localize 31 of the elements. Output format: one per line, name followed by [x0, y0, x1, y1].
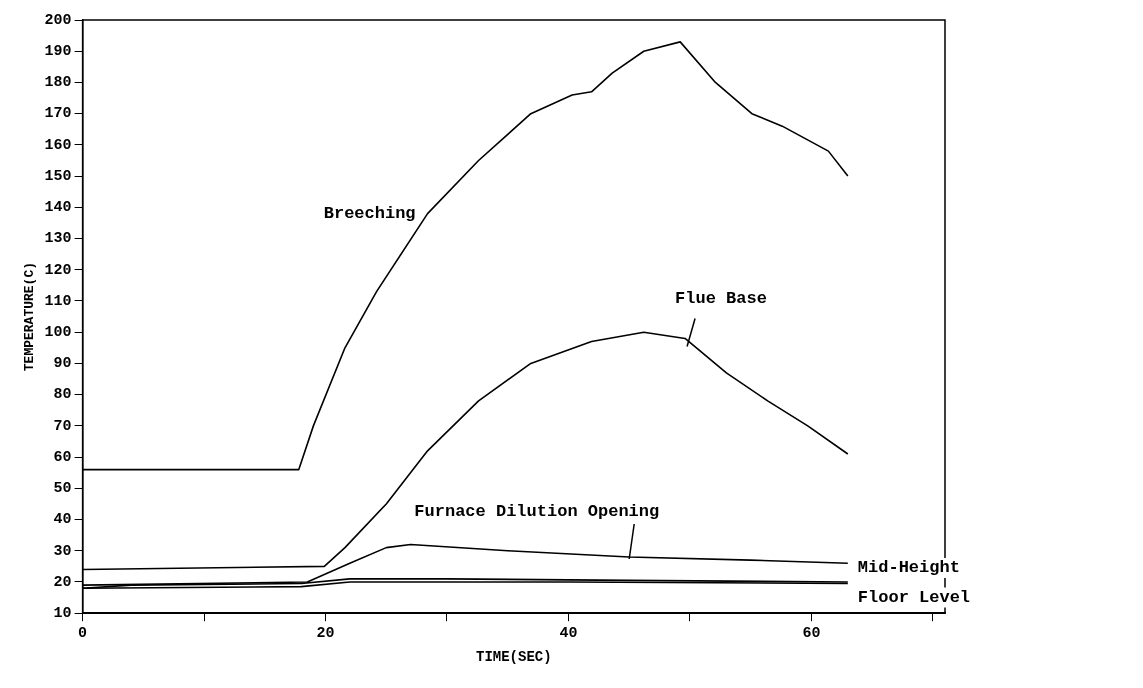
series-label: Floor Level — [857, 587, 971, 607]
y-tick-label: 60 — [53, 448, 72, 466]
y-tick-label: 150 — [44, 167, 72, 185]
y-tick-label: 130 — [44, 230, 72, 248]
series-label: Flue Base — [675, 288, 767, 308]
y-tick-label: 90 — [53, 355, 72, 373]
series-label: Furnace Dilution Opening — [414, 502, 660, 522]
x-tick-label: 60 — [802, 624, 821, 642]
y-tick-label: 20 — [53, 573, 72, 591]
y-tick-label: 120 — [44, 261, 72, 279]
y-tick-label: 80 — [53, 386, 72, 404]
y-tick-label: 10 — [53, 604, 72, 622]
y-tick-label: 40 — [53, 511, 72, 529]
y-tick-label: 170 — [44, 105, 72, 123]
y-tick-label: 70 — [53, 417, 72, 435]
y-tick-label: 140 — [44, 199, 72, 217]
y-tick-label: 200 — [44, 11, 72, 29]
series-label: Breeching — [323, 203, 416, 223]
x-tick-label: 0 — [78, 624, 88, 642]
y-axis-title: TEMPERATURE(C) — [22, 261, 38, 372]
x-axis-title: TIME(SEC) — [475, 649, 552, 666]
y-tick-label: 160 — [44, 136, 72, 154]
y-tick-label: 110 — [44, 292, 72, 310]
y-tick-label: 30 — [53, 542, 72, 560]
y-tick-label: 50 — [53, 480, 72, 498]
y-tick-label: 180 — [44, 74, 72, 92]
y-tick-label: 190 — [44, 43, 72, 60]
x-tick-label: 40 — [559, 624, 578, 642]
y-tick-label: 100 — [44, 323, 72, 341]
series-label: Mid-Height — [857, 558, 960, 578]
x-tick-label: 20 — [316, 624, 335, 642]
